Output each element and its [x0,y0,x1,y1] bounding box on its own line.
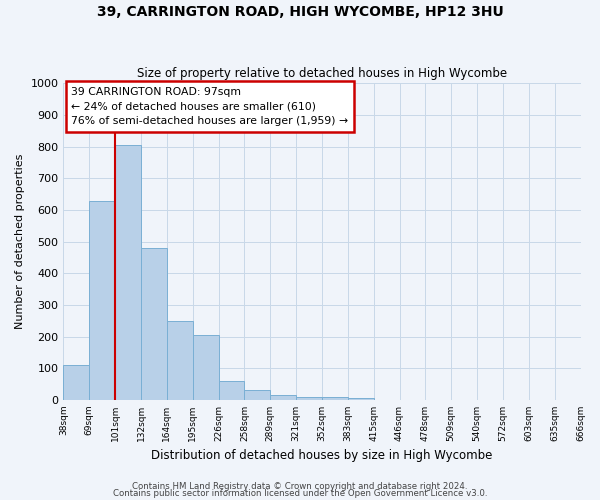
Bar [322,398,348,400]
Text: Contains public sector information licensed under the Open Government Licence v3: Contains public sector information licen… [113,490,487,498]
Bar [89,200,115,400]
Text: 39 CARRINGTON ROAD: 97sqm
← 24% of detached houses are smaller (610)
76% of semi: 39 CARRINGTON ROAD: 97sqm ← 24% of detac… [71,86,348,126]
X-axis label: Distribution of detached houses by size in High Wycombe: Distribution of detached houses by size … [151,450,493,462]
Bar [244,390,270,400]
Bar [141,248,167,400]
Bar [167,321,193,400]
Text: Contains HM Land Registry data © Crown copyright and database right 2024.: Contains HM Land Registry data © Crown c… [132,482,468,491]
Text: 39, CARRINGTON ROAD, HIGH WYCOMBE, HP12 3HU: 39, CARRINGTON ROAD, HIGH WYCOMBE, HP12 … [97,5,503,19]
Bar [296,397,322,400]
Bar [218,381,244,400]
Bar [64,365,89,400]
Y-axis label: Number of detached properties: Number of detached properties [15,154,25,330]
Bar [115,145,141,400]
Bar [193,335,218,400]
Bar [270,395,296,400]
Bar [348,398,374,400]
Title: Size of property relative to detached houses in High Wycombe: Size of property relative to detached ho… [137,66,507,80]
